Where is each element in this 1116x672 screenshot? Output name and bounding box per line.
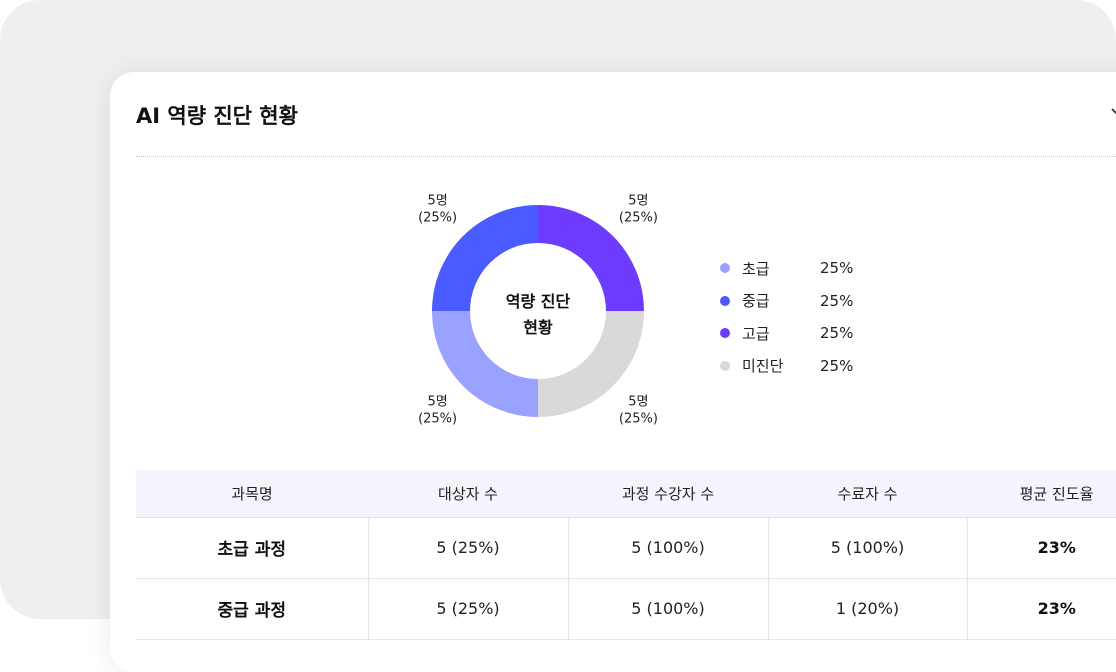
chevron-down-icon[interactable]	[1110, 105, 1116, 117]
avg-progress-cell: 23%	[966, 578, 1116, 640]
legend-dot-undiagnosed	[720, 360, 730, 371]
donut-center-label: 현황	[523, 318, 553, 337]
legend-item-beginner: 초급 25%	[720, 252, 890, 285]
enrolled-cell: 5 (100%)	[567, 578, 768, 640]
slice-percent-label: (25%)	[418, 411, 457, 426]
donut-slice-3	[432, 205, 538, 311]
slice-percent-label: (25%)	[418, 211, 457, 226]
chart-legend: 초급 25% 중급 25% 고급 25% 미진단 25%	[720, 252, 890, 382]
donut-center-label: 역량 진단	[506, 292, 571, 311]
donut-slice-0	[538, 205, 644, 311]
avg-progress-cell: 23%	[966, 517, 1116, 579]
course-table: 과목명 대상자 수 과정 수강자 수 수료자 수 평균 진도율 초급 과정 5 …	[136, 470, 1116, 640]
slice-count-label: 5명	[427, 394, 447, 409]
card-title: AI 역량 진단 현황	[136, 104, 298, 128]
title-divider	[136, 156, 1116, 157]
targets-cell: 5 (25%)	[367, 578, 568, 640]
table-header-row: 과목명 대상자 수 과정 수강자 수 수료자 수 평균 진도율	[136, 470, 1116, 518]
column-header: 과목명	[136, 470, 368, 518]
legend-value: 25%	[820, 291, 854, 310]
column-header: 과정 수강자 수	[568, 470, 768, 518]
legend-value: 25%	[820, 356, 854, 375]
legend-label: 고급	[742, 324, 770, 343]
legend-item-intermediate: 중급 25%	[720, 285, 890, 318]
slice-percent-label: (25%)	[619, 411, 658, 426]
legend-item-undiagnosed: 미진단 25%	[720, 350, 890, 383]
enrolled-cell: 5 (100%)	[567, 517, 768, 579]
legend-label: 초급	[742, 259, 770, 278]
completed-cell: 5 (100%)	[767, 517, 967, 579]
slice-percent-label: (25%)	[619, 211, 658, 226]
legend-dot-advanced	[720, 328, 730, 339]
slice-count-label: 5명	[628, 194, 648, 209]
course-name-cell: 초급 과정	[136, 517, 368, 579]
donut-slice-1	[538, 311, 644, 417]
slice-count-label: 5명	[628, 394, 648, 409]
legend-value: 25%	[820, 324, 854, 343]
diagnosis-status-card: AI 역량 진단 현황 5명 (25%) 5명 (25%) 5명 (25%) 5명 (25%)…	[110, 72, 1116, 672]
completed-cell: 1 (20%)	[767, 578, 967, 640]
table-row: 중급 과정 5 (25%) 5 (100%) 1 (20%) 23%	[136, 578, 1116, 640]
column-header: 평균 진도율	[967, 470, 1116, 518]
legend-label: 중급	[742, 292, 770, 311]
donut-slice-2	[432, 311, 538, 417]
legend-dot-beginner	[720, 263, 730, 274]
course-name-cell: 중급 과정	[136, 578, 368, 640]
legend-dot-intermediate	[720, 295, 730, 306]
legend-label: 미진단	[742, 357, 784, 376]
slice-count-label: 5명	[427, 194, 447, 209]
legend-value: 25%	[820, 259, 854, 278]
targets-cell: 5 (25%)	[367, 517, 568, 579]
column-header: 수료자 수	[768, 470, 967, 518]
legend-item-advanced: 고급 25%	[720, 317, 890, 350]
column-header: 대상자 수	[368, 470, 568, 518]
table-row: 초급 과정 5 (25%) 5 (100%) 5 (100%) 23%	[136, 517, 1116, 579]
